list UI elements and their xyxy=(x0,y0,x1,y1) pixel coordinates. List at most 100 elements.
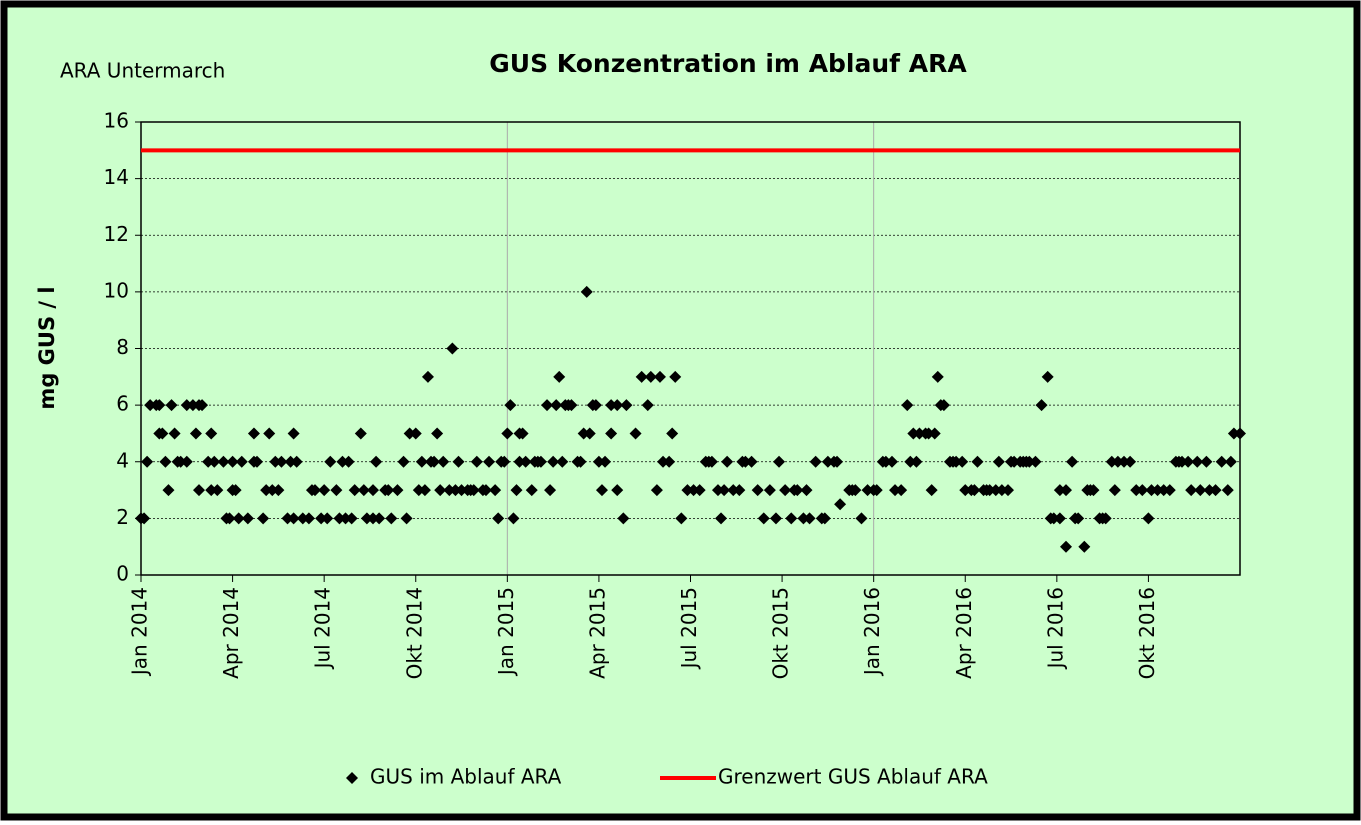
data-point xyxy=(360,512,373,525)
data-point xyxy=(635,370,648,383)
data-point xyxy=(785,512,798,525)
data-point xyxy=(849,484,862,497)
data-point xyxy=(370,455,383,468)
data-point xyxy=(831,455,844,468)
data-point xyxy=(879,455,892,468)
data-point xyxy=(1175,455,1188,468)
data-point xyxy=(937,399,950,412)
data-point xyxy=(599,455,612,468)
data-point xyxy=(1227,427,1240,440)
data-point xyxy=(650,484,663,497)
data-point xyxy=(1221,484,1234,497)
data-point xyxy=(763,484,776,497)
x-tick-label: Jul 2016 xyxy=(1043,587,1067,670)
data-point xyxy=(1008,455,1021,468)
data-point xyxy=(205,484,218,497)
data-point xyxy=(1194,484,1207,497)
data-point xyxy=(605,399,618,412)
data-point xyxy=(803,512,816,525)
data-point xyxy=(229,484,242,497)
data-point xyxy=(153,399,166,412)
plot-area xyxy=(140,121,1241,576)
data-point xyxy=(693,484,706,497)
data-point xyxy=(1185,484,1198,497)
data-point xyxy=(989,484,1002,497)
data-point xyxy=(1066,455,1079,468)
data-point xyxy=(751,484,764,497)
data-point xyxy=(235,455,248,468)
data-point xyxy=(498,455,511,468)
data-point xyxy=(1157,484,1170,497)
data-point xyxy=(141,455,154,468)
data-point xyxy=(718,484,731,497)
data-point xyxy=(611,399,624,412)
data-point xyxy=(1203,484,1216,497)
chart-title: GUS Konzentration im Ablauf ARA xyxy=(489,49,967,78)
data-point xyxy=(342,455,355,468)
data-point xyxy=(196,399,209,412)
data-point xyxy=(251,455,264,468)
data-point xyxy=(272,484,285,497)
data-point xyxy=(232,512,245,525)
x-tick-label: Apr 2016 xyxy=(952,587,976,679)
x-tick-label: Jul 2015 xyxy=(677,587,701,670)
data-point xyxy=(715,512,728,525)
data-point xyxy=(895,484,908,497)
data-point xyxy=(1001,484,1014,497)
data-point xyxy=(510,484,523,497)
data-point xyxy=(269,455,282,468)
data-point xyxy=(333,512,346,525)
data-point xyxy=(418,484,431,497)
data-point xyxy=(1059,540,1072,553)
data-point xyxy=(403,427,416,440)
data-point xyxy=(1130,484,1143,497)
data-point xyxy=(397,455,410,468)
data-point xyxy=(611,484,624,497)
data-point xyxy=(1087,484,1100,497)
data-point xyxy=(1105,455,1118,468)
data-point xyxy=(205,427,218,440)
data-point xyxy=(663,455,676,468)
data-point xyxy=(211,484,224,497)
data-point xyxy=(769,512,782,525)
data-point xyxy=(186,399,199,412)
data-point xyxy=(959,484,972,497)
data-point xyxy=(968,484,981,497)
data-point xyxy=(467,484,480,497)
data-point xyxy=(1215,455,1228,468)
data-point xyxy=(669,370,682,383)
data-point xyxy=(1151,484,1164,497)
data-point xyxy=(1041,370,1054,383)
data-point xyxy=(773,455,786,468)
data-point xyxy=(644,370,657,383)
data-point xyxy=(574,455,587,468)
data-point xyxy=(889,484,902,497)
data-point xyxy=(287,512,300,525)
data-point xyxy=(156,427,169,440)
data-point xyxy=(400,512,413,525)
data-point xyxy=(382,484,395,497)
data-point xyxy=(550,399,563,412)
data-point xyxy=(281,512,294,525)
data-point xyxy=(1099,512,1112,525)
data-point xyxy=(629,427,642,440)
data-point xyxy=(956,455,969,468)
data-point xyxy=(180,399,193,412)
data-point xyxy=(330,484,343,497)
data-point xyxy=(992,455,1005,468)
data-point xyxy=(870,484,883,497)
data-point xyxy=(208,455,221,468)
data-point xyxy=(1163,484,1176,497)
data-point xyxy=(275,455,288,468)
data-point xyxy=(470,455,483,468)
data-point xyxy=(431,427,444,440)
data-point xyxy=(446,342,459,355)
data-point xyxy=(1142,512,1155,525)
y-tick-label: 0 xyxy=(116,562,129,586)
data-point xyxy=(1108,484,1121,497)
data-point xyxy=(779,484,792,497)
legend-label: Grenzwert GUS Ablauf ARA xyxy=(718,765,988,789)
data-point xyxy=(821,455,834,468)
data-point xyxy=(226,455,239,468)
data-point xyxy=(739,455,752,468)
